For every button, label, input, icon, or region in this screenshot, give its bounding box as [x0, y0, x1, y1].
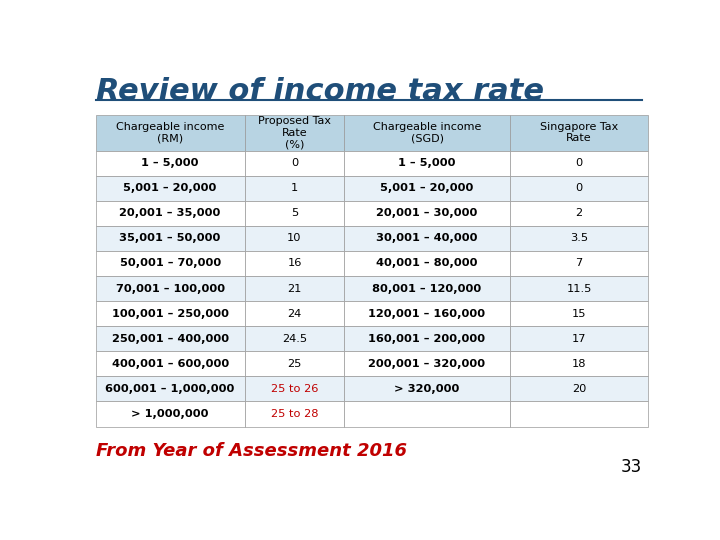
Text: 10: 10	[287, 233, 302, 244]
Bar	[245, 151, 344, 176]
Bar	[510, 176, 648, 201]
Bar	[245, 251, 344, 276]
Bar	[245, 276, 344, 301]
Text: 160,001 – 200,000: 160,001 – 200,000	[369, 334, 485, 344]
Text: Chargeable income
(SGD): Chargeable income (SGD)	[373, 122, 481, 144]
Text: Chargeable income
(RM): Chargeable income (RM)	[116, 122, 225, 144]
Text: 11.5: 11.5	[566, 284, 592, 294]
Text: 120,001 – 160,000: 120,001 – 160,000	[369, 309, 485, 319]
Text: > 1,000,000: > 1,000,000	[132, 409, 209, 419]
Bar	[96, 401, 245, 427]
Bar	[96, 201, 245, 226]
Text: 250,001 – 400,000: 250,001 – 400,000	[112, 334, 229, 344]
Text: Review of income tax rate: Review of income tax rate	[96, 77, 544, 106]
Text: 25: 25	[287, 359, 302, 369]
Bar	[96, 326, 245, 352]
Bar	[344, 114, 510, 151]
Text: 18: 18	[572, 359, 586, 369]
Text: 5,001 – 20,000: 5,001 – 20,000	[123, 183, 217, 193]
Bar	[344, 376, 510, 401]
Text: 40,001 – 80,000: 40,001 – 80,000	[377, 259, 478, 268]
Text: Singapore Tax
Rate: Singapore Tax Rate	[540, 122, 618, 144]
Text: Proposed Tax
Rate
(%): Proposed Tax Rate (%)	[258, 116, 331, 149]
Text: 70,001 – 100,000: 70,001 – 100,000	[116, 284, 225, 294]
Text: 20,001 – 30,000: 20,001 – 30,000	[377, 208, 477, 218]
Bar	[510, 251, 648, 276]
Text: 3.5: 3.5	[570, 233, 588, 244]
Text: 1 – 5,000: 1 – 5,000	[398, 158, 456, 168]
Bar	[245, 376, 344, 401]
Bar	[344, 151, 510, 176]
Text: 24.5: 24.5	[282, 334, 307, 344]
Bar	[510, 201, 648, 226]
Text: 80,001 – 120,000: 80,001 – 120,000	[372, 284, 482, 294]
Bar	[245, 201, 344, 226]
Text: 50,001 – 70,000: 50,001 – 70,000	[120, 259, 221, 268]
Text: 25 to 26: 25 to 26	[271, 384, 318, 394]
Bar	[96, 352, 245, 376]
Bar	[96, 376, 245, 401]
Text: 400,001 – 600,000: 400,001 – 600,000	[112, 359, 229, 369]
Bar	[245, 301, 344, 326]
Text: 5: 5	[291, 208, 298, 218]
Text: 16: 16	[287, 259, 302, 268]
Text: 600,001 – 1,000,000: 600,001 – 1,000,000	[105, 384, 235, 394]
Bar	[96, 251, 245, 276]
Text: 33: 33	[621, 458, 642, 476]
Text: 21: 21	[287, 284, 302, 294]
Bar	[510, 226, 648, 251]
Text: 5,001 – 20,000: 5,001 – 20,000	[380, 183, 474, 193]
Text: From Year of Assessment 2016: From Year of Assessment 2016	[96, 442, 407, 460]
Bar	[510, 401, 648, 427]
Text: 0: 0	[575, 183, 582, 193]
Bar	[510, 276, 648, 301]
Bar	[344, 201, 510, 226]
Bar	[245, 401, 344, 427]
Text: 20,001 – 35,000: 20,001 – 35,000	[120, 208, 221, 218]
Bar	[96, 151, 245, 176]
Bar	[344, 301, 510, 326]
Bar	[245, 226, 344, 251]
Bar	[510, 151, 648, 176]
Text: 30,001 – 40,000: 30,001 – 40,000	[377, 233, 478, 244]
Bar	[96, 226, 245, 251]
Bar	[344, 176, 510, 201]
Bar	[510, 352, 648, 376]
Bar	[96, 276, 245, 301]
Text: 1: 1	[291, 183, 298, 193]
Bar	[245, 326, 344, 352]
Bar	[245, 352, 344, 376]
Bar	[344, 326, 510, 352]
Bar	[510, 376, 648, 401]
Text: 2: 2	[575, 208, 582, 218]
Bar	[96, 114, 245, 151]
Text: 200,001 – 320,000: 200,001 – 320,000	[369, 359, 485, 369]
Text: 100,001 – 250,000: 100,001 – 250,000	[112, 309, 229, 319]
Bar	[96, 176, 245, 201]
Text: 35,001 – 50,000: 35,001 – 50,000	[120, 233, 221, 244]
Bar	[510, 114, 648, 151]
Text: 7: 7	[575, 259, 582, 268]
Bar	[96, 301, 245, 326]
Bar	[245, 114, 344, 151]
Bar	[344, 251, 510, 276]
Bar	[344, 401, 510, 427]
Text: 1 – 5,000: 1 – 5,000	[141, 158, 199, 168]
Bar	[510, 326, 648, 352]
Text: 0: 0	[291, 158, 298, 168]
Text: > 320,000: > 320,000	[395, 384, 459, 394]
Text: 24: 24	[287, 309, 302, 319]
Text: 20: 20	[572, 384, 586, 394]
Text: 0: 0	[575, 158, 582, 168]
Text: 15: 15	[572, 309, 586, 319]
Bar	[245, 176, 344, 201]
Text: 25 to 28: 25 to 28	[271, 409, 318, 419]
Bar	[344, 352, 510, 376]
Bar	[344, 226, 510, 251]
Text: 17: 17	[572, 334, 586, 344]
Bar	[344, 276, 510, 301]
Bar	[510, 301, 648, 326]
